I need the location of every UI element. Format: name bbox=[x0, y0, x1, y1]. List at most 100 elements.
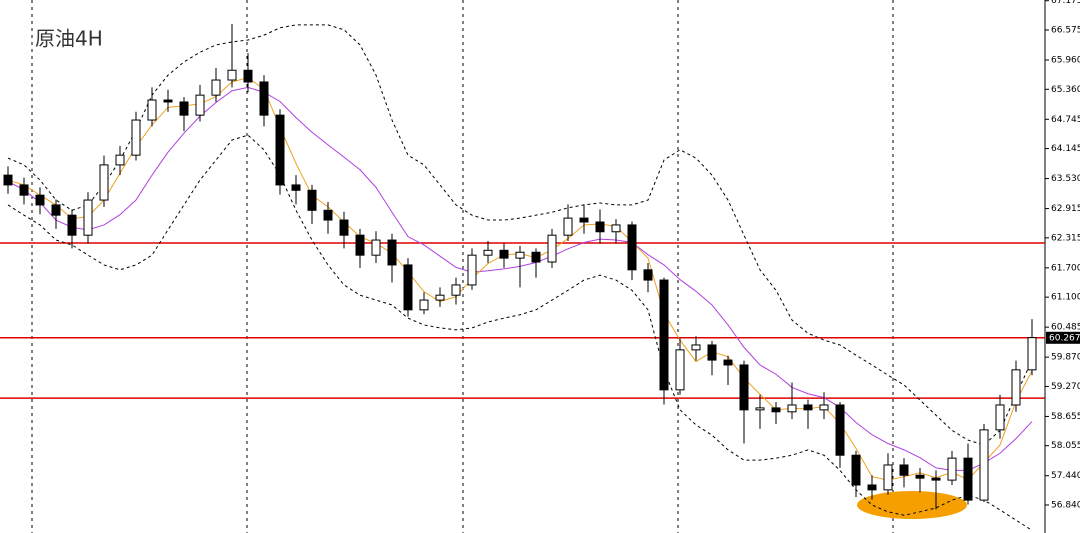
candle-body bbox=[371, 239, 381, 256]
candle bbox=[67, 209, 77, 249]
candle bbox=[995, 394, 1005, 439]
y-tick-label: 66.575 bbox=[1051, 26, 1080, 36]
candle-body bbox=[691, 344, 701, 351]
candle-body bbox=[787, 404, 797, 413]
candle-body bbox=[771, 407, 781, 413]
candle bbox=[243, 53, 253, 93]
candle bbox=[867, 475, 877, 500]
chart-title: 原油4H bbox=[35, 27, 103, 51]
candle-body bbox=[499, 249, 509, 259]
candle bbox=[195, 84, 205, 122]
candle bbox=[803, 399, 813, 429]
candle-body bbox=[467, 254, 477, 286]
candle bbox=[163, 89, 173, 112]
candle bbox=[323, 201, 333, 234]
candle-body bbox=[1011, 369, 1021, 406]
candle-body bbox=[883, 464, 893, 491]
y-tick-label: 64.745 bbox=[1051, 115, 1080, 125]
candle-body bbox=[627, 224, 637, 271]
candle bbox=[723, 355, 733, 385]
candle bbox=[227, 23, 237, 88]
candle-body bbox=[611, 224, 621, 233]
candle bbox=[659, 277, 669, 405]
candle-body bbox=[35, 194, 45, 206]
candle bbox=[531, 248, 541, 278]
candle bbox=[3, 166, 13, 194]
candle-body bbox=[675, 349, 685, 391]
y-tick-label: 61.100 bbox=[1051, 293, 1080, 303]
candle bbox=[387, 233, 397, 283]
candle-body bbox=[3, 174, 13, 186]
candle bbox=[307, 184, 317, 224]
y-tick-label: 63.530 bbox=[1051, 174, 1080, 184]
candle bbox=[819, 392, 829, 420]
candle bbox=[451, 277, 461, 305]
candle bbox=[83, 192, 93, 244]
candle-body bbox=[867, 484, 877, 491]
y-tick-label: 56.840 bbox=[1051, 500, 1080, 510]
candle bbox=[499, 243, 509, 268]
candle bbox=[595, 209, 605, 244]
candle bbox=[643, 262, 653, 293]
candle-body bbox=[851, 454, 861, 486]
candle bbox=[147, 87, 157, 127]
candle-body bbox=[547, 234, 557, 263]
candle-body bbox=[515, 251, 525, 259]
candle-body bbox=[403, 264, 413, 311]
highlight-ellipse bbox=[857, 491, 967, 519]
candle-body bbox=[147, 99, 157, 121]
candle bbox=[339, 211, 349, 249]
candle-body bbox=[531, 251, 541, 263]
candle bbox=[739, 360, 749, 444]
candle bbox=[419, 292, 429, 315]
candle bbox=[899, 458, 909, 488]
candle bbox=[179, 97, 189, 132]
candle bbox=[675, 338, 685, 395]
last-price-label: 60.267 bbox=[1049, 333, 1080, 343]
candle-body bbox=[339, 219, 349, 236]
candle-body bbox=[115, 154, 125, 166]
candle bbox=[211, 67, 221, 102]
y-tick-label: 58.055 bbox=[1051, 441, 1080, 451]
candle bbox=[515, 245, 525, 288]
y-tick-label: 59.270 bbox=[1051, 382, 1080, 392]
candle bbox=[99, 155, 109, 207]
candle bbox=[787, 382, 797, 420]
candle bbox=[579, 204, 589, 234]
candle bbox=[275, 109, 285, 195]
candle-body bbox=[355, 234, 365, 256]
candle bbox=[883, 453, 893, 495]
y-tick-label: 64.145 bbox=[1051, 144, 1080, 154]
candle bbox=[115, 145, 125, 176]
candle-body bbox=[979, 429, 989, 501]
candle-body bbox=[99, 164, 109, 201]
candle bbox=[1027, 319, 1037, 376]
candle-body bbox=[643, 269, 653, 281]
candle bbox=[467, 248, 477, 290]
candle-body bbox=[915, 474, 925, 479]
candle-body bbox=[387, 239, 397, 266]
candle bbox=[947, 450, 957, 485]
y-tick-label: 58.655 bbox=[1051, 412, 1080, 422]
candle-body bbox=[163, 99, 173, 103]
candle bbox=[915, 467, 925, 493]
candle-body bbox=[451, 284, 461, 296]
candle bbox=[691, 336, 701, 361]
y-tick-label: 67.175 bbox=[1051, 0, 1080, 6]
candle-body bbox=[659, 279, 669, 391]
candle bbox=[627, 221, 637, 281]
candle-body bbox=[131, 119, 141, 156]
candle-body bbox=[83, 199, 93, 236]
y-tick-label: 65.960 bbox=[1051, 56, 1080, 66]
y-tick-label: 60.485 bbox=[1051, 323, 1080, 333]
y-tick-label: 59.870 bbox=[1051, 353, 1080, 363]
candle-body bbox=[19, 184, 29, 196]
last-price-box bbox=[1046, 331, 1080, 344]
candle-body bbox=[243, 69, 253, 83]
candle-body bbox=[483, 249, 493, 256]
candle-body bbox=[275, 114, 285, 186]
candle-body bbox=[947, 457, 957, 481]
candle bbox=[835, 402, 845, 468]
candle-body bbox=[323, 209, 333, 221]
